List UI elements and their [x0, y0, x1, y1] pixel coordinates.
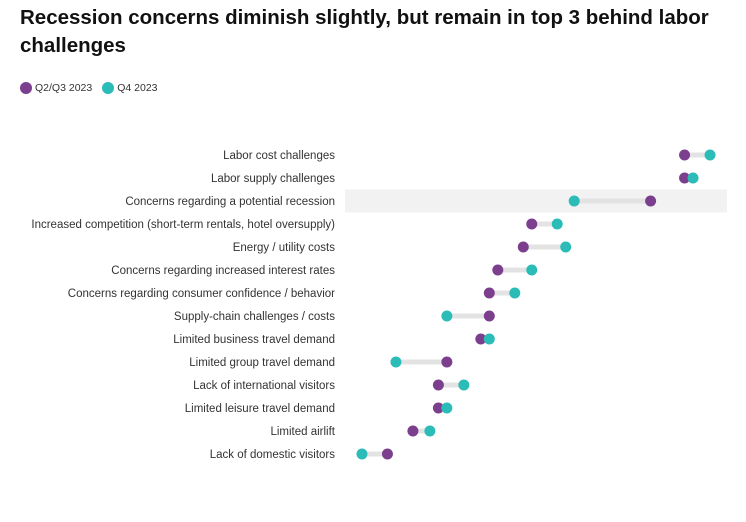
point-q2q3-concerns-regarding-consumer-confidence-behavior — [483, 287, 495, 299]
point-q2q3-supply-chain-challenges-costs — [483, 310, 495, 322]
category-label-energy-utility-costs: Energy / utility costs — [233, 242, 336, 254]
legend-swatch-q4 — [102, 82, 115, 94]
category-label-limited-group-travel-demand: Limited group travel demand — [189, 357, 335, 369]
category-label-concerns-regarding-consumer-confidence-behavior: Concerns regarding consumer confidence /… — [68, 288, 335, 300]
point-q4-limited-airlift — [424, 425, 436, 437]
category-label-labor-supply-challenges: Labor supply challenges — [211, 173, 335, 185]
category-label-supply-chain-challenges-costs: Supply-chain challenges / costs — [174, 311, 335, 323]
legend-item-q4: Q4 2023 — [102, 82, 158, 94]
point-q2q3-limited-group-travel-demand — [441, 356, 453, 368]
category-label-increased-competition-short-term-rentals-hotel-oversupply: Increased competition (short-term rental… — [31, 219, 335, 231]
highlight-band-concerns-regarding-a-potential-recession — [345, 189, 727, 213]
point-q4-labor-cost-challenges — [704, 149, 716, 161]
legend: Q2/Q3 2023 Q4 2023 — [20, 82, 168, 94]
point-q2q3-lack-of-domestic-visitors — [381, 448, 393, 460]
point-q2q3-energy-utility-costs — [517, 241, 529, 253]
point-q4-lack-of-domestic-visitors — [356, 448, 368, 460]
point-q4-concerns-regarding-increased-interest-rates — [526, 264, 538, 276]
legend-item-q2q3: Q2/Q3 2023 — [20, 82, 92, 94]
point-q4-labor-supply-challenges — [687, 172, 699, 184]
point-q4-energy-utility-costs — [560, 241, 572, 253]
point-q4-concerns-regarding-a-potential-recession — [568, 195, 580, 207]
point-q2q3-limited-airlift — [407, 425, 419, 437]
category-label-limited-leisure-travel-demand: Limited leisure travel demand — [185, 403, 335, 415]
point-q2q3-limited-business-travel-demand — [475, 333, 487, 345]
point-q2q3-concerns-regarding-a-potential-recession — [645, 195, 657, 207]
point-q2q3-limited-leisure-travel-demand — [432, 402, 444, 414]
legend-label-q2q3: Q2/Q3 2023 — [35, 82, 93, 94]
point-q2q3-labor-supply-challenges — [679, 172, 691, 184]
category-label-concerns-regarding-a-potential-recession: Concerns regarding a potential recession — [125, 196, 335, 208]
chart-title: Recession concerns diminish slightly, bu… — [20, 6, 709, 57]
category-label-concerns-regarding-increased-interest-rates: Concerns regarding increased interest ra… — [111, 265, 335, 277]
point-q4-lack-of-international-visitors — [458, 379, 470, 391]
point-q4-limited-group-travel-demand — [390, 356, 402, 368]
point-q2q3-labor-cost-challenges — [679, 149, 691, 161]
point-q2q3-concerns-regarding-increased-interest-rates — [492, 264, 504, 276]
category-label-limited-business-travel-demand: Limited business travel demand — [173, 334, 335, 346]
point-q4-supply-chain-challenges-costs — [441, 310, 453, 322]
category-label-lack-of-domestic-visitors: Lack of domestic visitors — [210, 449, 336, 461]
category-label-limited-airlift: Limited airlift — [270, 426, 335, 438]
point-q2q3-lack-of-international-visitors — [432, 379, 444, 391]
point-q2q3-increased-competition-short-term-rentals-hotel-oversupply — [526, 218, 538, 230]
point-q4-limited-business-travel-demand — [483, 333, 495, 345]
point-q4-concerns-regarding-consumer-confidence-behavior — [509, 287, 521, 299]
category-label-labor-cost-challenges: Labor cost challenges — [223, 150, 335, 162]
point-q4-limited-leisure-travel-demand — [441, 402, 453, 414]
category-label-lack-of-international-visitors: Lack of international visitors — [193, 380, 335, 392]
point-q4-increased-competition-short-term-rentals-hotel-oversupply — [551, 218, 563, 230]
legend-swatch-q2q3 — [20, 82, 32, 94]
legend-label-q4: Q4 2023 — [117, 82, 158, 94]
